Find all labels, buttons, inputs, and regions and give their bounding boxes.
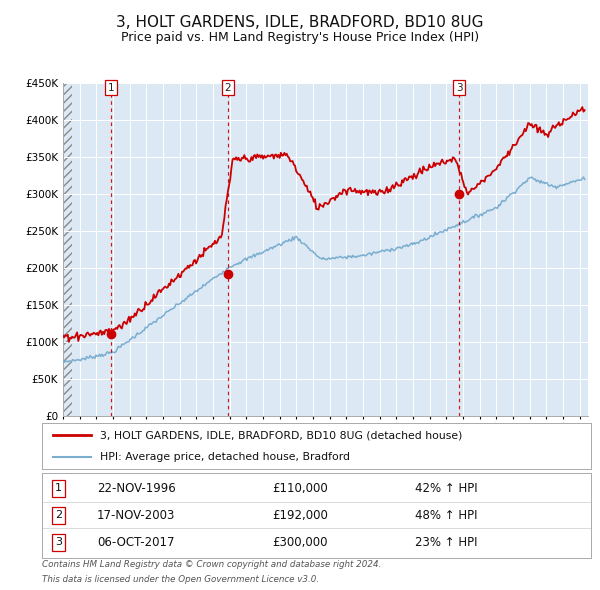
Text: 3, HOLT GARDENS, IDLE, BRADFORD, BD10 8UG: 3, HOLT GARDENS, IDLE, BRADFORD, BD10 8U… xyxy=(116,15,484,30)
Text: 42% ↑ HPI: 42% ↑ HPI xyxy=(415,482,478,495)
Text: 3: 3 xyxy=(455,83,463,93)
Text: 3, HOLT GARDENS, IDLE, BRADFORD, BD10 8UG (detached house): 3, HOLT GARDENS, IDLE, BRADFORD, BD10 8U… xyxy=(100,431,462,441)
Text: Price paid vs. HM Land Registry's House Price Index (HPI): Price paid vs. HM Land Registry's House … xyxy=(121,31,479,44)
Text: 17-NOV-2003: 17-NOV-2003 xyxy=(97,509,175,522)
Text: 2: 2 xyxy=(55,510,62,520)
Text: 1: 1 xyxy=(108,83,115,93)
Text: 1: 1 xyxy=(55,483,62,493)
Bar xyxy=(63,83,72,416)
Text: 48% ↑ HPI: 48% ↑ HPI xyxy=(415,509,478,522)
Text: HPI: Average price, detached house, Bradford: HPI: Average price, detached house, Brad… xyxy=(100,451,350,461)
Text: This data is licensed under the Open Government Licence v3.0.: This data is licensed under the Open Gov… xyxy=(42,575,319,584)
Text: £300,000: £300,000 xyxy=(272,536,328,549)
Text: 23% ↑ HPI: 23% ↑ HPI xyxy=(415,536,478,549)
Text: Contains HM Land Registry data © Crown copyright and database right 2024.: Contains HM Land Registry data © Crown c… xyxy=(42,560,382,569)
Text: 3: 3 xyxy=(55,537,62,548)
Text: £110,000: £110,000 xyxy=(272,482,328,495)
Text: 22-NOV-1996: 22-NOV-1996 xyxy=(97,482,176,495)
Text: £192,000: £192,000 xyxy=(272,509,328,522)
Text: 2: 2 xyxy=(224,83,231,93)
Text: 06-OCT-2017: 06-OCT-2017 xyxy=(97,536,175,549)
